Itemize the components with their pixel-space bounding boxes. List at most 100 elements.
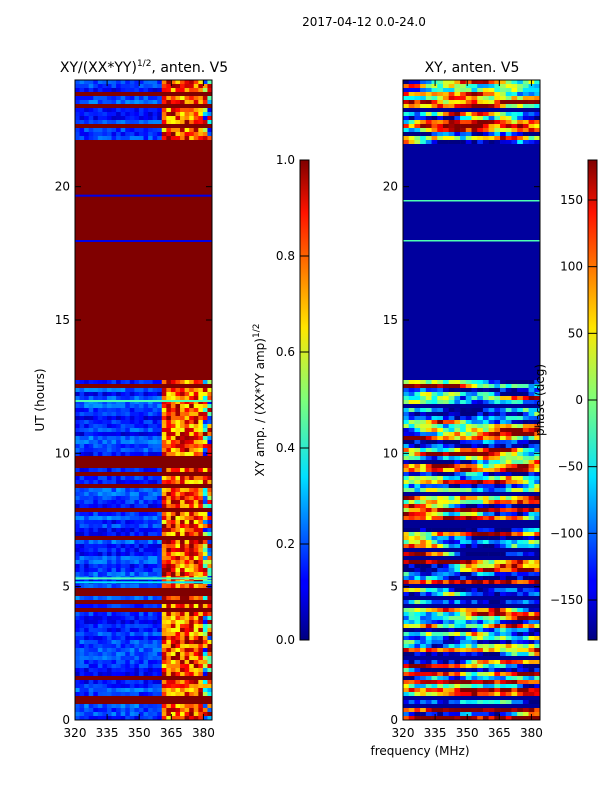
right-heat-cell bbox=[437, 452, 444, 457]
right-heat-cell bbox=[454, 680, 461, 685]
left-heat-cell bbox=[79, 556, 85, 561]
right-heat-cell bbox=[505, 692, 512, 697]
left-heat-cell bbox=[202, 500, 208, 505]
left-heat-cell bbox=[143, 132, 149, 137]
left-heat-cell bbox=[175, 416, 181, 421]
left-heat-cell bbox=[180, 128, 185, 133]
left-heat-cell bbox=[143, 116, 149, 121]
right-heat-cell bbox=[454, 588, 461, 593]
right-heat-cell bbox=[431, 560, 438, 565]
left-heat-cell bbox=[193, 648, 199, 653]
right-heat-cell bbox=[442, 552, 449, 557]
left-heat-cell bbox=[79, 440, 85, 445]
right-heat-cell bbox=[431, 432, 438, 437]
left-heat-cell bbox=[125, 492, 131, 497]
left-heat-cell bbox=[143, 672, 149, 677]
left-heat-cell bbox=[102, 604, 108, 609]
right-heat-cell bbox=[505, 380, 512, 385]
left-heat-cell bbox=[202, 596, 208, 601]
left-heat-cell bbox=[202, 544, 208, 549]
left-heat-cell bbox=[148, 468, 153, 473]
right-heat-cell bbox=[505, 684, 512, 689]
right-heat-cell bbox=[465, 552, 472, 557]
left-heat-cell bbox=[143, 524, 149, 529]
left-heat-cell bbox=[175, 80, 181, 85]
right-heat-cell bbox=[471, 124, 478, 129]
left-heat-cell bbox=[198, 492, 204, 497]
left-heat-cell bbox=[161, 116, 167, 121]
left-heat-cell bbox=[198, 692, 204, 697]
right-heat-cell bbox=[477, 540, 484, 545]
right-heat-cell bbox=[442, 384, 449, 389]
left-heat-cell bbox=[75, 652, 80, 657]
left-heat-cell bbox=[97, 640, 103, 645]
right-heat-cell bbox=[414, 672, 421, 677]
right-heat-cell bbox=[477, 400, 484, 405]
left-heat-cell bbox=[88, 512, 94, 517]
left-heat-cell bbox=[170, 532, 176, 537]
left-heat-cell bbox=[125, 132, 131, 137]
right-heat-cell bbox=[534, 456, 541, 461]
left-heat-cell bbox=[75, 684, 80, 689]
right-heat-cell bbox=[528, 476, 535, 481]
right-heat-cell bbox=[488, 532, 495, 537]
left-heat-cell bbox=[180, 488, 185, 493]
left-heat-cell bbox=[189, 404, 195, 409]
left-heat-cell bbox=[202, 400, 208, 405]
right-heat-cell bbox=[482, 648, 489, 653]
left-heat-cell bbox=[180, 444, 185, 449]
right-heat-cell bbox=[511, 432, 518, 437]
left-heat-cell bbox=[202, 572, 208, 577]
left-heat-cell bbox=[170, 552, 176, 557]
left-heat-cell bbox=[198, 716, 204, 721]
left-heat-cell bbox=[75, 612, 80, 617]
left-heat-cell bbox=[102, 420, 108, 425]
left-heat-cell bbox=[120, 628, 126, 633]
left-heat-cell bbox=[184, 616, 190, 621]
right-heat-cell bbox=[534, 424, 541, 429]
right-heat-cell bbox=[500, 436, 507, 441]
right-heat-cell bbox=[425, 460, 432, 465]
right-heat-cell bbox=[414, 388, 421, 393]
right-heat-cell bbox=[454, 516, 461, 521]
left-heat-cell bbox=[189, 428, 195, 433]
left-heat-cell bbox=[88, 708, 94, 713]
left-heat-cell bbox=[152, 620, 158, 625]
left-heat-cell bbox=[75, 488, 80, 493]
left-heat-cell bbox=[161, 416, 167, 421]
right-heat-cell bbox=[534, 428, 541, 433]
right-heat-cell bbox=[420, 552, 427, 557]
right-heat-cell bbox=[465, 464, 472, 469]
left-heat-cell bbox=[111, 652, 117, 657]
left-heat-cell bbox=[198, 136, 204, 141]
left-heat-cell bbox=[116, 692, 121, 697]
right-heat-cell bbox=[471, 452, 478, 457]
left-heat-cell bbox=[93, 100, 99, 105]
left-heat-cell bbox=[161, 612, 167, 617]
right-heat-cell bbox=[494, 712, 501, 717]
left-heat-cell bbox=[134, 88, 140, 93]
left-heat-cell bbox=[184, 404, 190, 409]
left-heat-cell bbox=[152, 520, 158, 525]
left-heat-cell bbox=[75, 412, 80, 417]
left-heat-cell bbox=[84, 512, 89, 517]
left-heat-cell bbox=[84, 652, 89, 657]
left-heat-cell bbox=[184, 116, 190, 121]
left-heat-cell bbox=[157, 504, 163, 509]
right-heat-cell bbox=[425, 452, 432, 457]
right-heat-cell bbox=[511, 664, 518, 669]
left-heat-cell bbox=[189, 392, 195, 397]
right-heat-cell bbox=[482, 560, 489, 565]
right-heat-cell bbox=[420, 380, 427, 385]
left-heat-cell bbox=[138, 612, 144, 617]
right-heat-cell bbox=[488, 460, 495, 465]
left-heat-cell bbox=[198, 516, 204, 521]
right-heat-cell bbox=[437, 676, 444, 681]
right-heat-cell bbox=[505, 488, 512, 493]
left-heat-cell bbox=[134, 680, 140, 685]
left-heat-cell bbox=[198, 396, 204, 401]
right-heat-cell bbox=[408, 616, 415, 621]
right-heat-cell bbox=[431, 516, 438, 521]
left-heat-cell bbox=[207, 116, 213, 121]
